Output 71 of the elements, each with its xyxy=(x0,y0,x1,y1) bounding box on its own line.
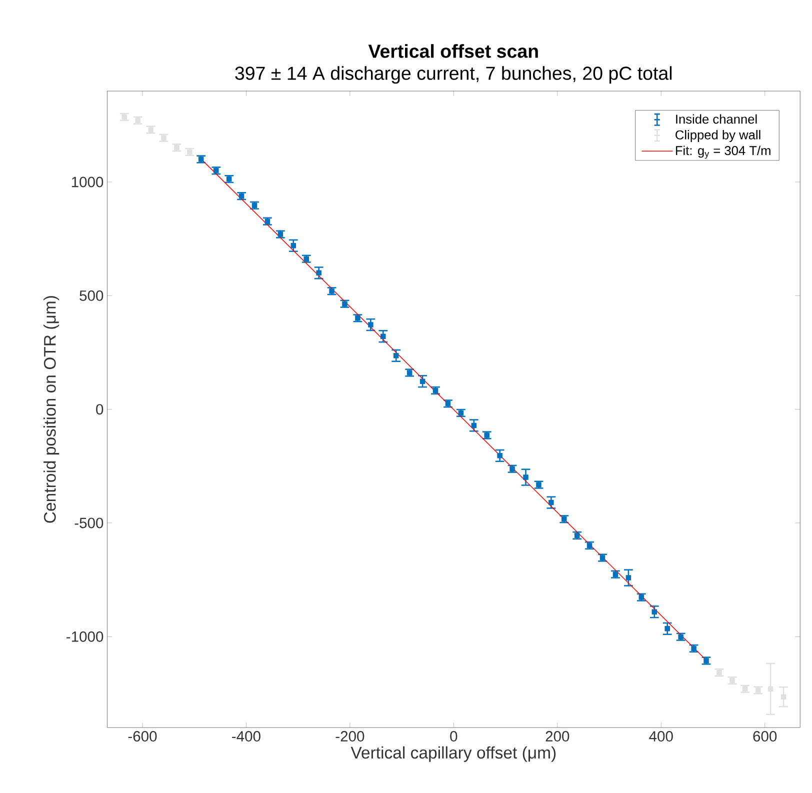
point xyxy=(548,500,554,506)
point xyxy=(406,370,412,376)
point xyxy=(214,168,219,174)
point xyxy=(264,218,270,224)
point xyxy=(600,555,606,560)
x-tick-label: -200 xyxy=(336,731,364,742)
point xyxy=(780,694,786,700)
chart-subtitle: 397 ± 14 A discharge current, 7 bunches, 20 pC total xyxy=(235,66,672,84)
x-axis-title: Vertical capillary offset (μm) xyxy=(350,746,556,762)
point xyxy=(510,466,515,472)
point xyxy=(329,288,334,294)
point xyxy=(471,422,477,428)
y-tick-label: 0 xyxy=(96,404,104,415)
point xyxy=(316,270,322,276)
point xyxy=(174,145,180,150)
point xyxy=(238,194,244,199)
point xyxy=(122,114,127,120)
y-axis-title: Centroid position on OTR (μm) xyxy=(44,296,60,523)
point xyxy=(432,388,438,394)
point xyxy=(730,678,735,684)
y-tick-label: 500 xyxy=(80,290,104,301)
point xyxy=(226,176,232,182)
point xyxy=(445,401,451,406)
point xyxy=(290,243,296,248)
point xyxy=(368,322,374,328)
legend-label: Fit: g$_{y}$ = 304 T/m xyxy=(676,146,770,159)
point xyxy=(187,149,192,155)
point xyxy=(278,232,284,237)
point xyxy=(252,202,258,208)
point xyxy=(562,516,567,522)
point xyxy=(393,353,399,358)
point xyxy=(664,626,670,632)
x-tick-label: 0 xyxy=(450,731,458,742)
x-tick-label: 600 xyxy=(753,731,777,742)
point xyxy=(198,156,204,162)
point xyxy=(458,410,464,416)
point xyxy=(755,688,761,693)
point xyxy=(742,686,748,692)
point xyxy=(678,634,684,640)
chart-title: Vertical offset scan xyxy=(368,44,538,58)
legend-label: Clipped by wall xyxy=(676,130,760,142)
point xyxy=(161,135,166,141)
point xyxy=(380,334,386,340)
point xyxy=(484,432,490,438)
point xyxy=(691,646,696,652)
point xyxy=(536,482,542,488)
point xyxy=(497,453,502,458)
legend-label: Inside channel xyxy=(676,114,757,124)
x-tick-label: -600 xyxy=(128,731,157,742)
point xyxy=(626,575,632,580)
point xyxy=(704,658,709,664)
point xyxy=(135,118,140,124)
point xyxy=(768,686,774,692)
y-tick-label: 1000 xyxy=(72,176,104,188)
point xyxy=(148,127,154,132)
point xyxy=(612,572,618,578)
x-tick-label: 400 xyxy=(649,731,673,742)
point xyxy=(574,532,580,538)
point xyxy=(420,378,426,384)
x-tick-label: -400 xyxy=(232,731,260,742)
point xyxy=(523,474,528,480)
point xyxy=(342,301,348,307)
point xyxy=(304,256,309,262)
x-tick-label: 200 xyxy=(546,731,570,742)
point xyxy=(586,542,592,548)
point xyxy=(716,670,722,676)
point xyxy=(638,594,644,600)
y-tick-label: -1000 xyxy=(66,631,104,642)
point xyxy=(652,609,658,615)
y-tick-label: -500 xyxy=(74,518,104,528)
point xyxy=(355,316,360,321)
